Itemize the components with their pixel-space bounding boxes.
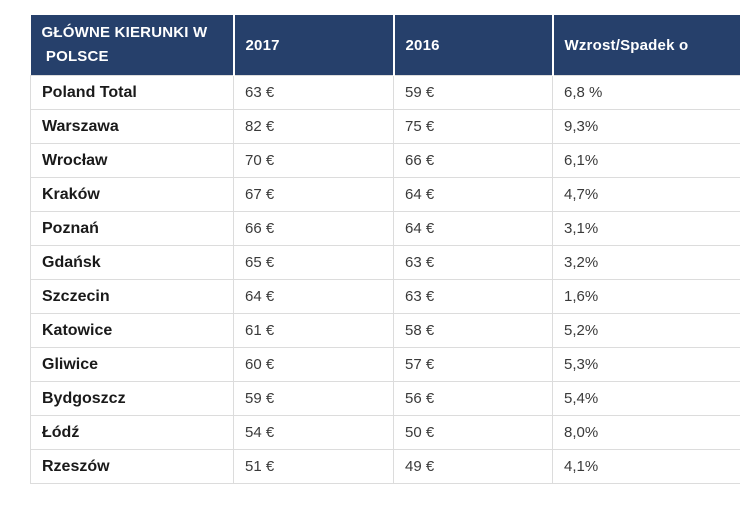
destination-cell: Gliwice	[30, 347, 234, 382]
value-2016-cell: 66 €	[393, 143, 553, 178]
destination-cell: Kraków	[30, 177, 234, 212]
value-2017-cell: 61 €	[233, 313, 394, 348]
value-2017-cell: 64 €	[233, 279, 394, 314]
value-2017-cell: 54 €	[233, 415, 394, 450]
destination-cell: Szczecin	[30, 279, 234, 314]
value-2016-cell: 64 €	[393, 211, 553, 246]
header-destination: GŁÓWNE KIERUNKI W POLSCE	[30, 15, 234, 76]
change-cell: 4,7%	[552, 177, 740, 212]
value-2017-cell: 65 €	[233, 245, 394, 280]
change-cell: 3,1%	[552, 211, 740, 246]
table-row: Łódź 54 € 50 € 8,0%	[30, 415, 740, 450]
value-2016-cell: 63 €	[393, 245, 553, 280]
header-change: Wzrost/Spadek o	[551, 15, 740, 76]
destination-cell: Poznań	[30, 211, 234, 246]
destination-cell: Łódź	[30, 415, 234, 450]
value-2016-cell: 50 €	[393, 415, 553, 450]
change-cell: 9,3%	[552, 109, 740, 144]
value-2017-cell: 66 €	[233, 211, 394, 246]
table-row: Poland Total 63 € 59 € 6,8 %	[30, 75, 740, 110]
value-2016-cell: 58 €	[393, 313, 553, 348]
value-2017-cell: 70 €	[233, 143, 394, 178]
table-row: Gdańsk 65 € 63 € 3,2%	[30, 245, 740, 280]
value-2016-cell: 59 €	[393, 75, 553, 110]
change-cell: 1,6%	[552, 279, 740, 314]
value-2016-cell: 49 €	[393, 449, 553, 484]
destination-cell: Warszawa	[30, 109, 234, 144]
destination-cell: Rzeszów	[30, 449, 234, 484]
value-2016-cell: 75 €	[393, 109, 553, 144]
table-row: Katowice 61 € 58 € 5,2%	[30, 313, 740, 348]
header-2016: 2016	[392, 15, 553, 76]
table-row: Kraków 67 € 64 € 4,7%	[30, 177, 740, 212]
value-2016-cell: 63 €	[393, 279, 553, 314]
destination-cell: Katowice	[30, 313, 234, 348]
value-2017-cell: 67 €	[233, 177, 394, 212]
table-row: Bydgoszcz 59 € 56 € 5,4%	[30, 381, 740, 416]
change-cell: 3,2%	[552, 245, 740, 280]
destination-cell: Poland Total	[30, 75, 234, 110]
header-2017: 2017	[232, 15, 394, 76]
table-row: Rzeszów 51 € 49 € 4,1%	[30, 449, 740, 484]
table-row: Wrocław 70 € 66 € 6,1%	[30, 143, 740, 178]
value-2016-cell: 57 €	[393, 347, 553, 382]
value-2017-cell: 51 €	[233, 449, 394, 484]
table-row: Gliwice 60 € 57 € 5,3%	[30, 347, 740, 382]
value-2016-cell: 64 €	[393, 177, 553, 212]
change-cell: 6,1%	[552, 143, 740, 178]
change-cell: 8,0%	[552, 415, 740, 450]
rates-table: GŁÓWNE KIERUNKI W POLSCE 2017 2016 Wzros…	[30, 15, 740, 484]
change-cell: 5,2%	[552, 313, 740, 348]
header-row: GŁÓWNE KIERUNKI W POLSCE 2017 2016 Wzros…	[30, 15, 740, 76]
change-cell: 4,1%	[552, 449, 740, 484]
value-2017-cell: 63 €	[233, 75, 394, 110]
value-2017-cell: 82 €	[233, 109, 394, 144]
table-row: Poznań 66 € 64 € 3,1%	[30, 211, 740, 246]
table-row: Warszawa 82 € 75 € 9,3%	[30, 109, 740, 144]
change-cell: 5,3%	[552, 347, 740, 382]
change-cell: 6,8 %	[552, 75, 740, 110]
value-2016-cell: 56 €	[393, 381, 553, 416]
destination-cell: Wrocław	[30, 143, 234, 178]
destination-cell: Bydgoszcz	[30, 381, 234, 416]
value-2017-cell: 59 €	[233, 381, 394, 416]
value-2017-cell: 60 €	[233, 347, 394, 382]
change-cell: 5,4%	[552, 381, 740, 416]
table-row: Szczecin 64 € 63 € 1,6%	[30, 279, 740, 314]
destination-cell: Gdańsk	[30, 245, 234, 280]
